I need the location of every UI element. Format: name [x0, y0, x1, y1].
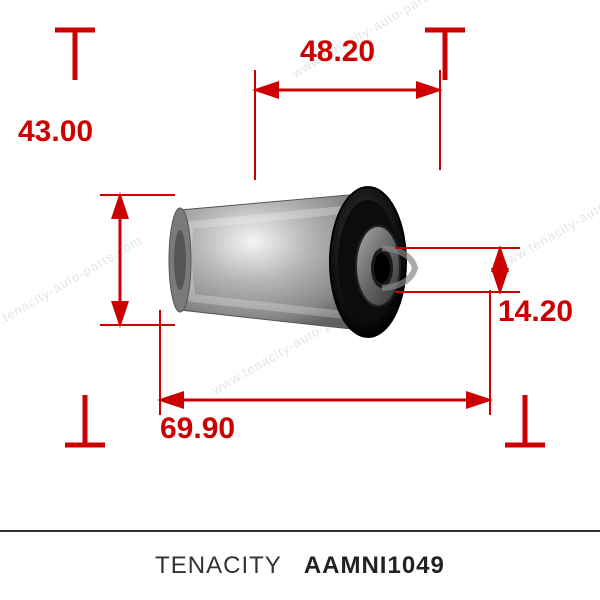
watermark: www.tenacity-auto-parts.com	[0, 233, 145, 343]
t-marker-top-left-icon	[55, 30, 95, 80]
part-number: AAMNI1049	[304, 552, 445, 580]
dim-total-length: 69.90	[160, 412, 235, 446]
bushing-illustration	[150, 170, 470, 350]
product-image-area: www.tenacity-auto-parts.com www.tenacity…	[0, 0, 600, 500]
footer-bar: TENACITY AAMNI1049	[0, 530, 600, 600]
t-marker-bottom-right-icon	[505, 395, 545, 445]
brand-label: TENACITY	[155, 552, 282, 580]
t-marker-bottom-left-icon	[65, 395, 105, 445]
dim-outer-diameter: 43.00	[18, 115, 93, 149]
t-marker-top-right-icon	[425, 30, 465, 80]
dim-bore-diameter: 14.20	[498, 295, 573, 329]
watermark: www.tenacity-auto-parts.com	[495, 163, 600, 273]
dim-inner-length: 48.20	[300, 35, 375, 69]
